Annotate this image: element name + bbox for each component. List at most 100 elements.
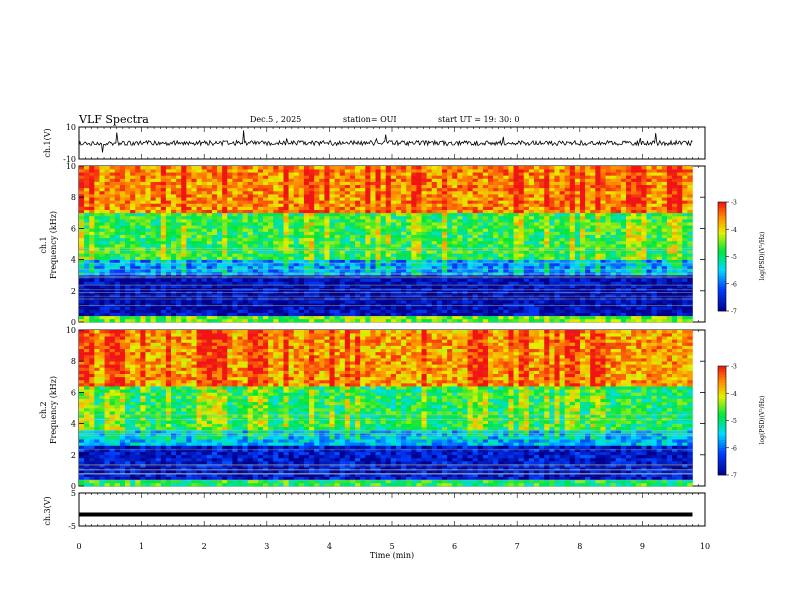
- spectrogram-cell: [135, 315, 141, 320]
- spectrogram-cell: [191, 222, 197, 226]
- spectrogram-cell: [288, 309, 295, 313]
- spectrogram-cell: [150, 194, 156, 198]
- spectrogram-cell: [227, 318, 233, 323]
- spectrogram-cell: [385, 209, 392, 214]
- spectrogram-cell: [165, 244, 172, 248]
- spectrogram-cell: [436, 187, 443, 192]
- spectrogram-cell: [298, 244, 305, 248]
- spectrogram-cell: [426, 309, 433, 313]
- spectrogram-cell: [84, 256, 90, 260]
- spectrogram-cell: [472, 259, 479, 264]
- spectrogram-cell: [498, 247, 504, 251]
- spectrogram-cell: [268, 234, 274, 239]
- spectrogram-cell: [273, 250, 279, 254]
- spectrogram-cell: [222, 281, 228, 285]
- spectrogram-cell: [247, 172, 254, 176]
- spectrogram-cell: [247, 194, 254, 198]
- spectrogram-cell: [155, 215, 162, 220]
- spectrogram-cell: [160, 237, 167, 242]
- spectrogram-cell: [99, 200, 105, 204]
- spectrogram-cell: [283, 293, 289, 298]
- spectrogram-cell: [201, 215, 208, 220]
- spectrogram-cell: [84, 175, 90, 179]
- spectrogram-cell: [150, 231, 156, 235]
- spectrogram-cell: [447, 293, 453, 298]
- spectrogram-cell: [186, 209, 192, 214]
- spectrogram-cell: [278, 318, 284, 323]
- spectrogram-cell: [411, 247, 417, 251]
- spectrogram-cell: [278, 206, 284, 210]
- spectrogram-cell: [165, 181, 172, 186]
- spectrogram-cell: [303, 234, 310, 239]
- spectrogram-cell: [201, 268, 208, 273]
- spectrogram-cell: [125, 190, 131, 195]
- spectrogram-cell: [436, 278, 443, 282]
- spectrogram-cell: [263, 181, 269, 186]
- spectrogram-cell: [344, 181, 351, 186]
- spectrogram-cell: [303, 318, 310, 323]
- spectrogram-cell: [278, 284, 284, 288]
- spectrogram-cell: [314, 197, 320, 201]
- spectrogram-cell: [467, 256, 473, 260]
- spectrogram-cell: [303, 256, 310, 260]
- spectrogram-cell: [390, 234, 397, 239]
- spectrogram-cell: [171, 262, 177, 267]
- spectrogram-cell: [242, 253, 248, 257]
- spectrogram-cell: [293, 172, 300, 176]
- spectrogram-cell: [89, 200, 95, 204]
- spectrogram-cell: [150, 284, 156, 288]
- spectrogram-cell: [457, 190, 463, 195]
- spectrogram-cell: [293, 212, 300, 217]
- spectrogram-cell: [314, 231, 320, 235]
- spectrogram-cell: [498, 253, 504, 257]
- spectrogram-cell: [324, 312, 330, 317]
- spectrogram-cell: [349, 284, 356, 288]
- spectrogram-cell: [416, 278, 422, 282]
- spectrogram-cell: [324, 231, 330, 235]
- spectrogram-cell: [319, 187, 325, 192]
- spectrogram-cell: [237, 259, 243, 264]
- spectrogram-cell: [140, 206, 146, 210]
- spectrogram-cell: [109, 293, 116, 298]
- spectrogram-cell: [176, 278, 182, 282]
- spectrogram-cell: [431, 203, 438, 207]
- spectrogram-cell: [380, 303, 387, 307]
- spectrogram-cell: [498, 244, 504, 248]
- spectrogram-cell: [150, 172, 156, 176]
- spectrogram-cell: [278, 281, 284, 285]
- spectrogram-cell: [375, 222, 381, 226]
- spectrogram-cell: [206, 306, 213, 310]
- spectrogram-cell: [293, 200, 300, 204]
- spectrogram-cell: [462, 206, 468, 210]
- spectrogram-cell: [303, 190, 310, 195]
- spectrogram-cell: [171, 281, 177, 285]
- spectrogram-cell: [390, 203, 397, 207]
- spectrogram-cell: [370, 306, 376, 310]
- spectrogram-cell: [360, 203, 366, 207]
- spectrogram-cell: [390, 293, 397, 298]
- spectrogram-cell: [278, 293, 284, 298]
- spectrogram-cell: [196, 187, 202, 192]
- spectrogram-cell: [114, 312, 121, 317]
- spectrogram-cell: [171, 169, 177, 173]
- spectrogram-cell: [390, 206, 397, 210]
- spectrogram-cell: [242, 231, 248, 235]
- spectrogram-cell: [89, 306, 95, 310]
- spectrogram-cell: [355, 175, 361, 179]
- spectrogram-cell: [355, 284, 361, 288]
- spectrogram-cell: [462, 231, 468, 235]
- spectrogram-cell: [140, 265, 146, 270]
- spectrogram-cell: [242, 284, 248, 288]
- spectrogram-cell: [155, 278, 162, 282]
- spectrogram-cell: [94, 315, 100, 320]
- spectrogram-cell: [227, 262, 233, 267]
- spectrogram-cell: [319, 281, 325, 285]
- spectrogram-cell: [165, 219, 172, 223]
- spectrogram-cell: [191, 206, 197, 210]
- spectrogram-cell: [447, 268, 453, 273]
- spectrogram-cell: [135, 309, 141, 313]
- spectrogram-cell: [237, 190, 243, 195]
- spectrogram-cell: [457, 222, 463, 226]
- spectrogram-cell: [426, 281, 433, 285]
- spectrogram-cell: [303, 237, 310, 242]
